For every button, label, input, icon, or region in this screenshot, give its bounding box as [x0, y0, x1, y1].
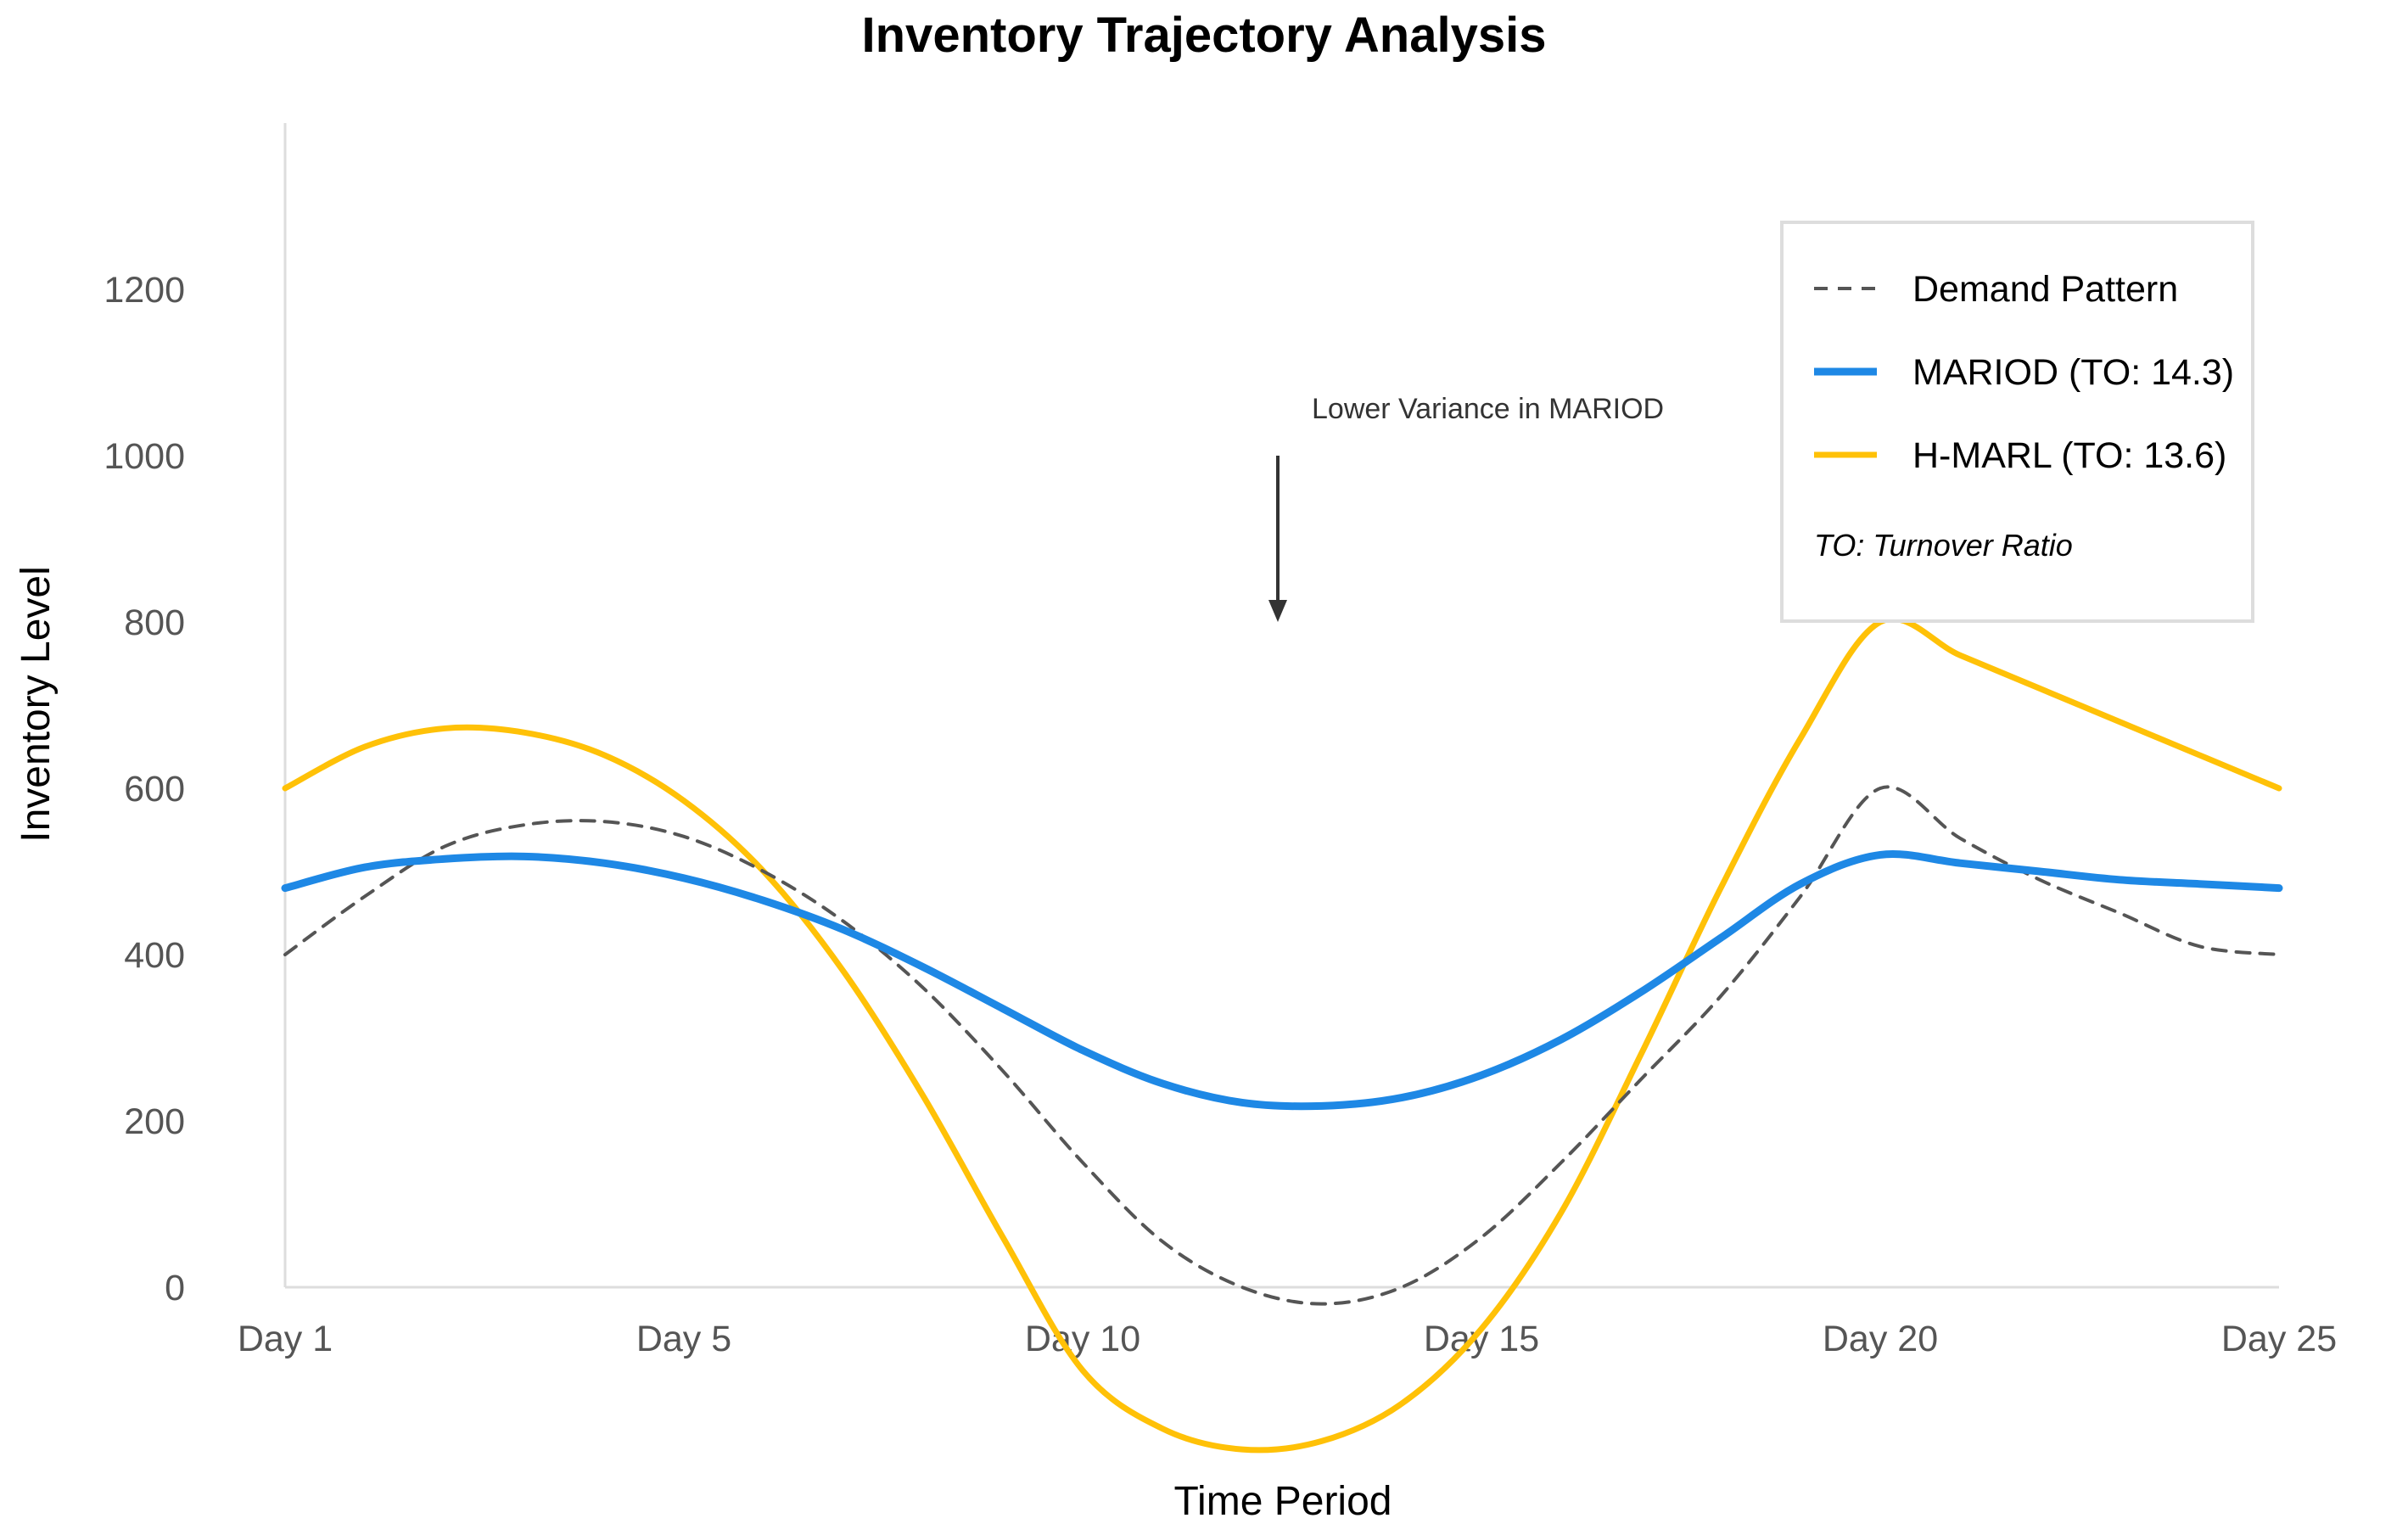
mariod-line — [281, 850, 2283, 1111]
legend-box — [1780, 221, 2254, 623]
y-tick-label: 0 — [165, 1268, 185, 1308]
legend-label: MARIOD (TO: 14.3) — [1912, 352, 2234, 393]
y-axis-label: Inventory Level — [14, 566, 59, 843]
legend-item-h-marl: H-MARL (TO: 13.6) — [1814, 435, 2226, 476]
x-tick-label: Day 1 — [238, 1319, 333, 1359]
x-tick-label: Day 5 — [636, 1319, 731, 1359]
legend-item-mariod: MARIOD (TO: 14.3) — [1814, 352, 2234, 393]
y-tick-label: 1200 — [104, 270, 185, 311]
y-tick-label: 1000 — [104, 436, 185, 477]
x-tick-label: Day 10 — [1025, 1319, 1140, 1359]
h-marl-line — [282, 615, 2282, 1454]
legend-note: TO: Turnover Ratio — [1814, 528, 2073, 563]
y-tick-labels: 0 200 400 800 1000 1200 600 — [104, 270, 185, 1308]
y-tick-label: 200 — [124, 1101, 185, 1142]
annotation: Lower Variance in MARIOD — [1268, 393, 1664, 622]
legend-item-demand-pattern: Demand Pattern — [1814, 269, 2178, 310]
legend-label: Demand Pattern — [1912, 269, 2178, 310]
annotation-text: Lower Variance in MARIOD — [1312, 393, 1664, 425]
legend-label: H-MARL (TO: 13.6) — [1912, 435, 2226, 476]
y-tick-label: 400 — [124, 935, 185, 976]
axes — [283, 123, 2279, 1289]
y-tick-label: 800 — [124, 602, 185, 643]
x-tick-label: Day 25 — [2221, 1319, 2337, 1359]
legend: Demand Pattern MARIOD (TO: 14.3) H-MARL (T… — [1780, 221, 2254, 623]
y-tick-label: 600 — [124, 769, 185, 810]
x-axis-label: Time Period — [1174, 1479, 1392, 1524]
annotation-arrowhead — [1268, 600, 1287, 622]
series-lines — [281, 615, 2283, 1454]
x-tick-label: Day 20 — [1823, 1319, 1938, 1359]
chart-title: Inventory Trajectory Analysis — [861, 8, 1547, 63]
demand-pattern-line — [283, 785, 2281, 1306]
x-tick-labels: Day 1 Day 5 Day 10 Day 15 Day 20 Day 25 — [238, 1319, 2337, 1359]
